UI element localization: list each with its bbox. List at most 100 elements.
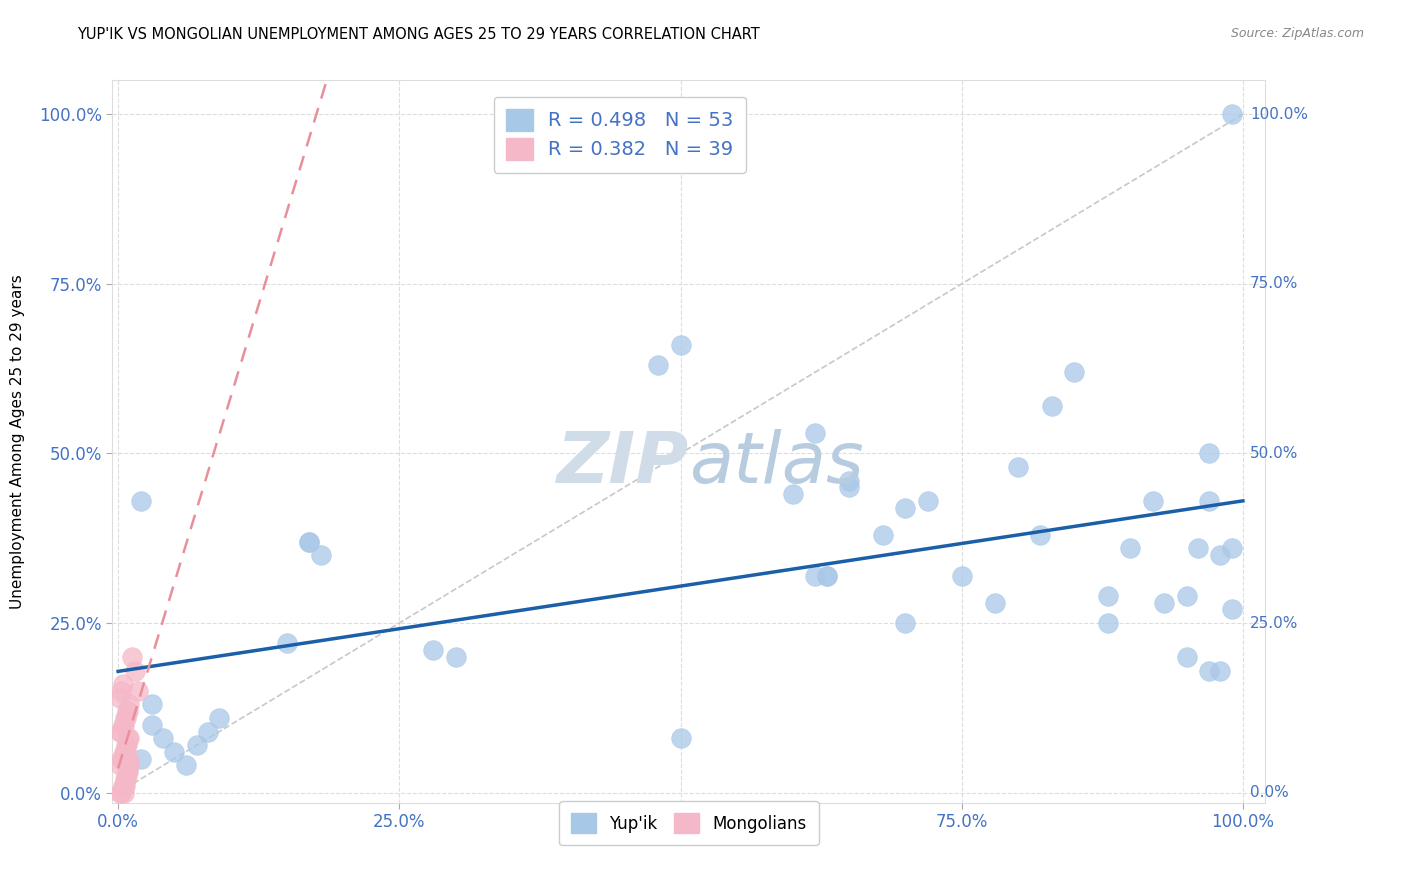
Point [208, 711, 231, 725]
Point [121, 649, 143, 664]
Point [804, 425, 827, 440]
Point [110, 690, 132, 705]
Point [1097, 589, 1119, 603]
Point [1153, 596, 1175, 610]
Point [129, 494, 152, 508]
Point [804, 568, 827, 582]
Point [114, 711, 136, 725]
Point [115, 738, 138, 752]
Point [186, 738, 208, 752]
Point [1029, 528, 1052, 542]
Point [112, 745, 135, 759]
Point [115, 711, 138, 725]
Text: 75.0%: 75.0% [1250, 277, 1298, 292]
Text: ZIP: ZIP [557, 429, 689, 498]
Point [838, 474, 860, 488]
Point [112, 718, 135, 732]
Point [141, 718, 163, 732]
Text: atlas: atlas [689, 429, 863, 498]
Point [1220, 107, 1243, 121]
Point [984, 596, 1007, 610]
Point [115, 704, 138, 718]
Point [141, 698, 163, 712]
Point [115, 772, 138, 786]
Point [647, 358, 669, 372]
Point [1198, 664, 1220, 678]
Point [1040, 399, 1063, 413]
Point [110, 724, 132, 739]
Point [444, 649, 467, 664]
Point [1209, 548, 1232, 562]
Point [110, 786, 132, 800]
Text: 0.0%: 0.0% [1250, 785, 1288, 800]
Point [950, 568, 973, 582]
Point [174, 758, 197, 772]
Point [118, 731, 141, 746]
Point [197, 724, 219, 739]
Point [872, 528, 894, 542]
Point [276, 636, 298, 650]
Point [110, 752, 132, 766]
Legend: Yup'ik, Mongolians: Yup'ik, Mongolians [560, 801, 818, 845]
Point [1220, 602, 1243, 616]
Point [111, 779, 134, 793]
Point [815, 568, 838, 582]
Point [782, 487, 804, 501]
Point [669, 338, 692, 352]
Point [115, 772, 138, 786]
Point [669, 731, 692, 746]
Y-axis label: Unemployment Among Ages 25 to 29 years: Unemployment Among Ages 25 to 29 years [10, 274, 25, 609]
Point [118, 698, 141, 712]
Point [894, 615, 917, 630]
Point [298, 534, 321, 549]
Point [110, 758, 132, 772]
Point [1007, 460, 1029, 475]
Point [422, 643, 444, 657]
Point [1198, 494, 1220, 508]
Point [114, 745, 136, 759]
Point [838, 480, 860, 494]
Point [111, 677, 134, 691]
Point [1097, 615, 1119, 630]
Point [117, 765, 139, 780]
Point [110, 786, 132, 800]
Point [111, 752, 134, 766]
Point [117, 704, 139, 718]
Point [1142, 494, 1164, 508]
Point [163, 745, 186, 759]
Point [1119, 541, 1142, 556]
Point [112, 786, 135, 800]
Point [309, 548, 332, 562]
Point [1175, 649, 1198, 664]
Point [115, 765, 138, 780]
Point [115, 765, 138, 780]
Point [110, 684, 132, 698]
Point [117, 731, 139, 746]
Point [894, 500, 917, 515]
Point [815, 568, 838, 582]
Point [124, 664, 146, 678]
Point [1198, 446, 1220, 460]
Text: YUP'IK VS MONGOLIAN UNEMPLOYMENT AMONG AGES 25 TO 29 YEARS CORRELATION CHART: YUP'IK VS MONGOLIAN UNEMPLOYMENT AMONG A… [77, 27, 761, 42]
Point [117, 758, 139, 772]
Point [917, 494, 939, 508]
Text: 50.0%: 50.0% [1250, 446, 1298, 461]
Point [111, 718, 134, 732]
Point [112, 779, 135, 793]
Point [1063, 365, 1085, 379]
Point [127, 684, 149, 698]
Point [298, 534, 321, 549]
Text: Source: ZipAtlas.com: Source: ZipAtlas.com [1230, 27, 1364, 40]
Text: 25.0%: 25.0% [1250, 615, 1298, 631]
Point [152, 731, 174, 746]
Point [1187, 541, 1209, 556]
Point [118, 752, 141, 766]
Point [110, 724, 132, 739]
Point [1175, 589, 1198, 603]
Point [114, 779, 136, 793]
Point [1220, 541, 1243, 556]
Point [129, 752, 152, 766]
Point [115, 738, 138, 752]
Point [114, 772, 136, 786]
Point [118, 758, 141, 772]
